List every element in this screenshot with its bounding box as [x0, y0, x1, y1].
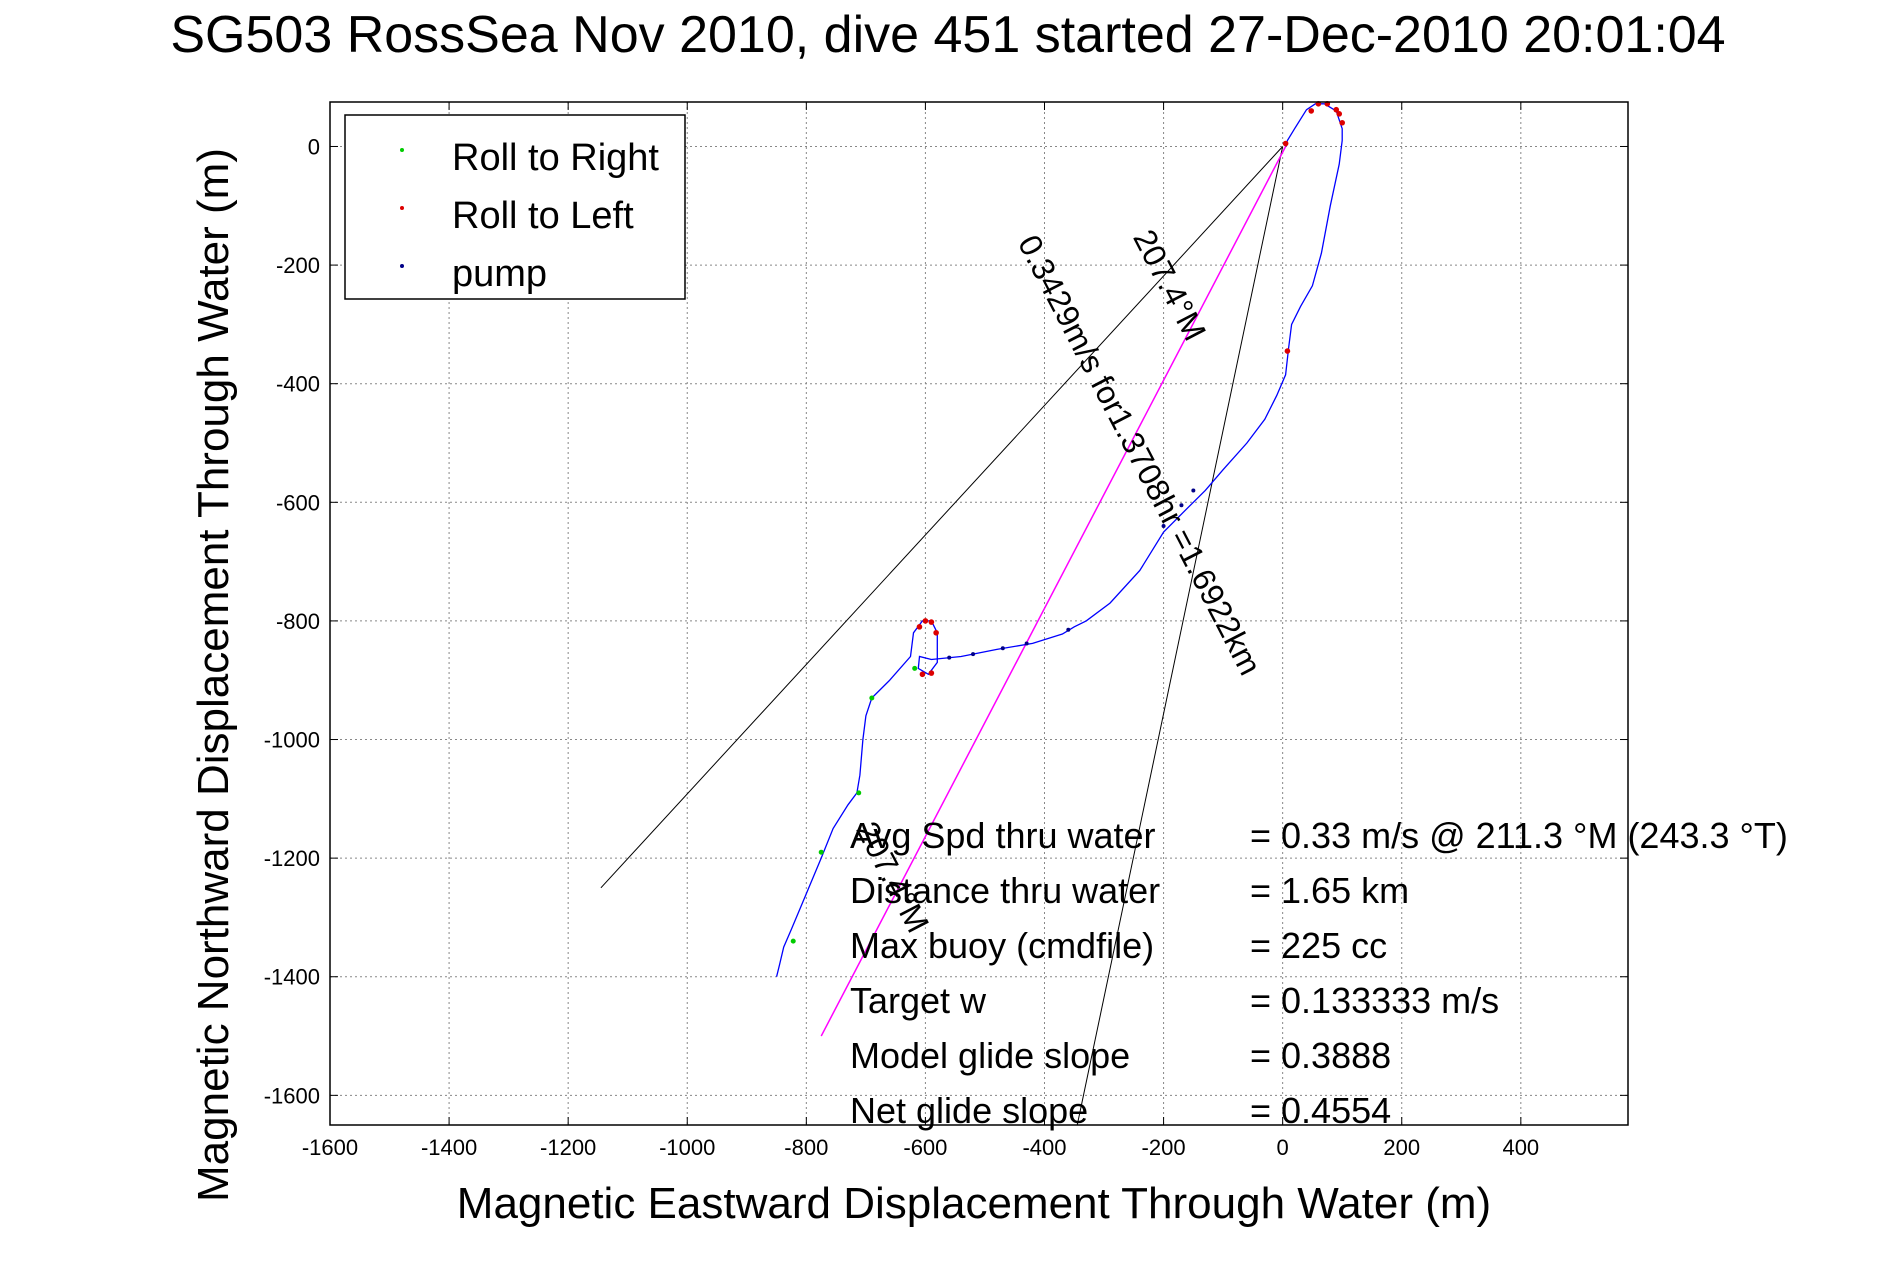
y-tick-label: -1200	[264, 846, 320, 871]
pump-point	[947, 655, 952, 660]
legend-label-roll-right: Roll to Right	[452, 137, 659, 179]
legend-marker-roll-right	[400, 148, 404, 152]
average-track-line	[820, 146, 1287, 1037]
x-tick-label: 400	[1502, 1135, 1539, 1160]
pump-point	[1161, 524, 1166, 529]
y-tick-label: -1400	[264, 965, 320, 990]
roll-right-point	[818, 849, 824, 855]
roll-left-point	[1284, 348, 1291, 354]
reference-line	[1076, 146, 1284, 1126]
legend: Roll to Right Roll to Left pump	[344, 114, 686, 300]
y-tick-label: 0	[308, 134, 320, 159]
pump-point	[971, 652, 976, 657]
roll-left-point	[916, 624, 923, 630]
average-heading-line	[820, 146, 1287, 1037]
roll-left-point	[1333, 106, 1340, 113]
stat-distance-value: = 1.65 km	[1250, 870, 1409, 911]
pump-point	[1024, 641, 1029, 646]
roll-right-point	[856, 790, 862, 796]
stat-target-w-name: Target w	[850, 980, 987, 1021]
roll-right-point	[790, 938, 796, 944]
legend-label-roll-left: Roll to Left	[452, 195, 634, 237]
reference-lines	[600, 146, 1284, 1126]
stat-target-w-value: = 0.133333 m/s	[1250, 980, 1499, 1021]
event-markers	[790, 100, 1346, 944]
legend-item-roll-left: Roll to Left	[400, 195, 634, 237]
stat-avg-speed-name: Avg Spd thru water	[850, 815, 1156, 856]
x-tick-label: -200	[1142, 1135, 1186, 1160]
stat-model-glide-value: = 0.3888	[1250, 1035, 1391, 1076]
roll-left-point	[933, 629, 939, 636]
legend-marker-roll-left	[400, 206, 404, 210]
stat-max-buoy-name: Max buoy (cmdfile)	[850, 925, 1154, 966]
x-axis-label: Magnetic Eastward Displacement Through W…	[457, 1179, 1491, 1228]
x-tick-label: 0	[1277, 1135, 1289, 1160]
pump-point	[1066, 627, 1071, 632]
x-tick-label: -1200	[540, 1135, 596, 1160]
stat-distance-name: Distance thru water	[850, 870, 1160, 911]
chart-title: SG503 RossSea Nov 2010, dive 451 started…	[170, 6, 1725, 64]
legend-marker-pump	[400, 264, 404, 268]
stat-max-buoy-value: = 225 cc	[1250, 925, 1387, 966]
y-tick-label: -200	[276, 253, 320, 278]
roll-left-point	[919, 671, 926, 678]
y-tick-label: -800	[276, 609, 320, 634]
roll-left-point	[1336, 111, 1343, 117]
pump-point	[1000, 646, 1005, 651]
legend-item-roll-right: Roll to Right	[400, 137, 659, 179]
pump-point	[1191, 488, 1196, 493]
x-tick-label: -1600	[302, 1135, 358, 1160]
roll-right-point	[869, 695, 875, 701]
y-tick-label: -400	[276, 372, 320, 397]
roll-left-point	[1282, 140, 1289, 147]
pump-point	[1179, 503, 1184, 508]
stat-model-glide-name: Model glide slope	[850, 1035, 1130, 1076]
y-tick-label: -1600	[264, 1083, 320, 1108]
x-tick-label: -800	[784, 1135, 828, 1160]
plot-border	[329, 101, 1629, 1126]
roll-left-point	[1308, 108, 1315, 114]
legend-label-pump: pump	[452, 253, 547, 295]
x-tick-label: -1000	[659, 1135, 715, 1160]
x-tick-label: 200	[1383, 1135, 1420, 1160]
roll-left-point	[922, 618, 929, 624]
axis-ticks: -1600 -1400 -1200 -1000 -800 -600 -400 -200 0 200…	[264, 102, 1628, 1160]
roll-right-point	[912, 665, 918, 671]
roll-left-point	[928, 619, 935, 625]
y-tick-label: -600	[276, 490, 320, 515]
x-tick-label: -400	[1022, 1135, 1066, 1160]
x-tick-label: -600	[903, 1135, 947, 1160]
dive-statistics: Avg Spd thru water = 0.33 m/s @ 211.3 °M…	[850, 815, 1788, 1131]
roll-left-point	[1339, 119, 1346, 126]
legend-item-pump: pump	[400, 253, 547, 295]
stat-avg-speed-value: = 0.33 m/s @ 211.3 °M (243.3 °T)	[1250, 815, 1788, 856]
y-tick-label: -1000	[264, 728, 320, 753]
reference-line	[600, 146, 1284, 889]
x-tick-label: -1400	[421, 1135, 477, 1160]
stat-net-glide-value: = 0.4554	[1250, 1090, 1391, 1131]
roll-left-point	[928, 670, 935, 676]
stat-net-glide-name: Net glide slope	[850, 1090, 1088, 1131]
y-axis-label: Magnetic Northward Displacement Through …	[189, 148, 238, 1202]
